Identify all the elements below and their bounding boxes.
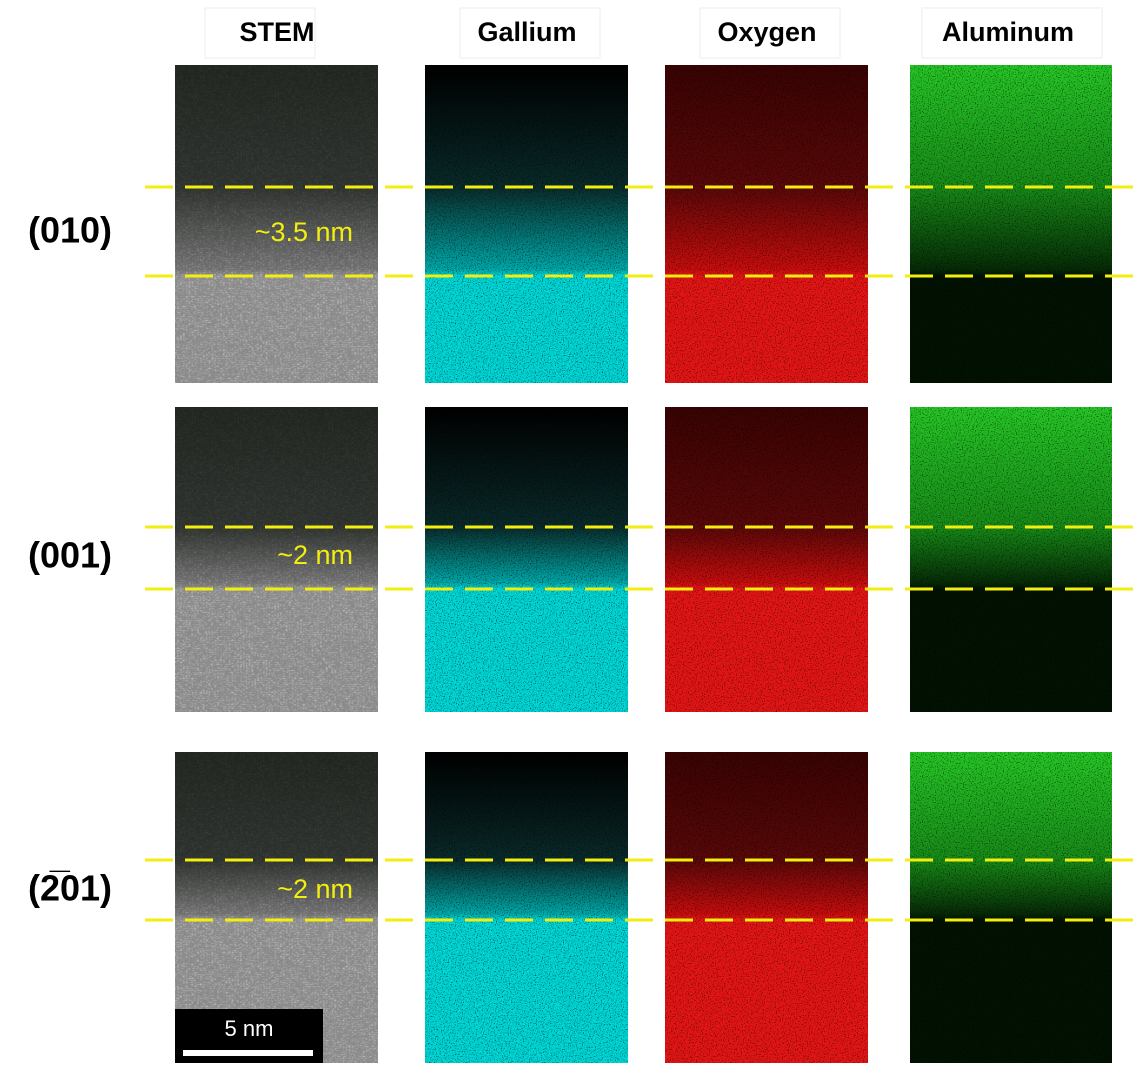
map-noise [425, 752, 628, 1063]
map-noise [910, 65, 1112, 383]
column-header: STEM [239, 17, 314, 47]
map-noise [665, 752, 868, 1063]
thickness-label: ~2 nm [277, 540, 353, 570]
thickness-label: ~3.5 nm [255, 217, 353, 247]
scale-bar-line [183, 1050, 313, 1056]
column-header: Gallium [477, 17, 576, 47]
thickness-label: ~2 nm [277, 874, 353, 904]
map-noise [425, 65, 628, 383]
row-label: (010) [28, 210, 112, 251]
column-header: Oxygen [717, 17, 816, 47]
map-noise [425, 407, 628, 712]
column-headers: STEM Gallium Oxygen Aluminum [205, 8, 1102, 58]
figure: STEM Gallium Oxygen Aluminum (010) (001)… [0, 0, 1138, 1063]
map-noise [910, 752, 1112, 1063]
map-noise [665, 65, 868, 383]
row-labels: (010) (001) (2̅01) [28, 210, 112, 909]
column-header: Aluminum [942, 17, 1074, 47]
scale-bar-label: 5 nm [225, 1016, 274, 1041]
map-noise [665, 407, 868, 712]
row-label: (2̅01) [28, 868, 112, 909]
scale-bar: 5 nm [175, 1009, 323, 1063]
row-label: (001) [28, 535, 112, 576]
map-noise [910, 407, 1112, 712]
